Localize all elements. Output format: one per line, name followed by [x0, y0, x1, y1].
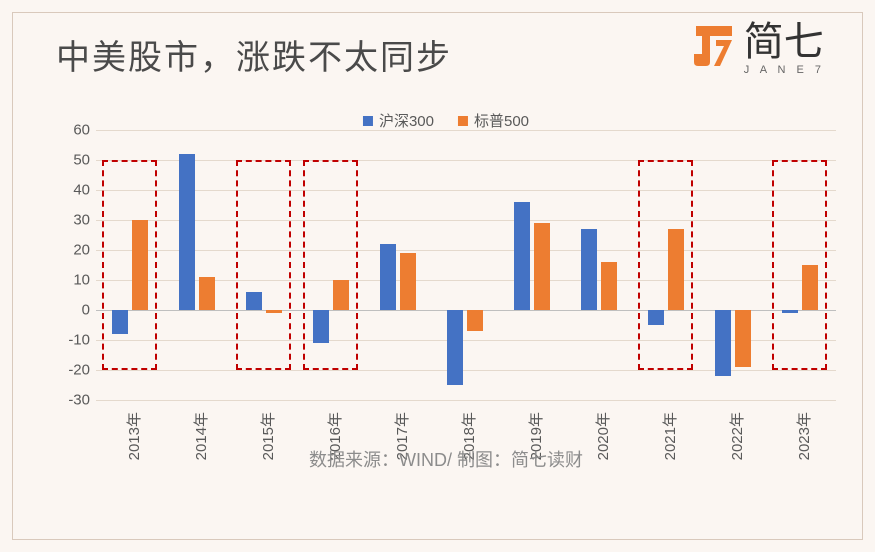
- source-text: 数据来源：WIND/ 制图：简七读财: [309, 446, 583, 472]
- bar: [581, 229, 597, 310]
- bar: [132, 220, 148, 310]
- legend-item: 沪深300: [363, 110, 434, 131]
- legend-swatch: [458, 116, 468, 126]
- y-axis-label: 50: [62, 152, 90, 169]
- y-axis-label: -20: [62, 362, 90, 379]
- logo-icon: [688, 22, 738, 70]
- y-axis-label: 60: [62, 122, 90, 139]
- plot-area: -30-20-1001020304050602013年2014年2015年201…: [96, 130, 836, 400]
- gridline: [96, 400, 836, 401]
- x-axis-label: 2023年: [793, 412, 814, 460]
- gridline: [96, 250, 836, 251]
- bar: [715, 310, 731, 376]
- legend-label: 沪深300: [379, 110, 434, 131]
- bar: [514, 202, 530, 310]
- legend-label: 标普500: [474, 110, 529, 131]
- bar: [601, 262, 617, 310]
- bar: [380, 244, 396, 310]
- chart-title: 中美股市，涨跌不太同步: [56, 30, 452, 79]
- x-axis-label: 2014年: [190, 412, 211, 460]
- bar: [802, 265, 818, 310]
- highlight-box: [638, 160, 693, 370]
- x-axis-label: 2015年: [257, 412, 278, 460]
- y-axis-label: -10: [62, 332, 90, 349]
- bar: [266, 310, 282, 313]
- x-axis-label: 2022年: [726, 412, 747, 460]
- gridline: [96, 190, 836, 191]
- bar: [313, 310, 329, 343]
- bar: [648, 310, 664, 325]
- bar: [735, 310, 751, 367]
- legend-swatch: [363, 116, 373, 126]
- bar-chart: 沪深300 标普500 -30-20-1001020304050602013年2…: [56, 110, 836, 480]
- bar: [467, 310, 483, 331]
- bar: [400, 253, 416, 310]
- gridline: [96, 130, 836, 131]
- highlight-box: [303, 160, 358, 370]
- x-axis-label: 2021年: [659, 412, 680, 460]
- y-axis-label: 0: [62, 302, 90, 319]
- highlight-box: [102, 160, 157, 370]
- logo-text-en: J A N E 7: [744, 64, 825, 76]
- x-axis-label: 2013年: [123, 412, 144, 460]
- bar: [782, 310, 798, 313]
- gridline: [96, 220, 836, 221]
- bar: [179, 154, 195, 310]
- gridline: [96, 160, 836, 161]
- bar: [668, 229, 684, 310]
- bar: [246, 292, 262, 310]
- highlight-box: [772, 160, 827, 370]
- brand-logo: 简七 J A N E 7: [688, 22, 825, 76]
- bar: [333, 280, 349, 310]
- y-axis-label: -30: [62, 392, 90, 409]
- bar: [199, 277, 215, 310]
- bar: [534, 223, 550, 310]
- legend: 沪深300 标普500: [363, 110, 529, 131]
- y-axis-label: 10: [62, 272, 90, 289]
- highlight-box: [236, 160, 291, 370]
- legend-item: 标普500: [458, 110, 529, 131]
- y-axis-label: 20: [62, 242, 90, 259]
- y-axis-label: 30: [62, 212, 90, 229]
- bar: [112, 310, 128, 334]
- x-axis-label: 2020年: [592, 412, 613, 460]
- logo-text-cn: 简七: [744, 22, 824, 62]
- bar: [447, 310, 463, 385]
- y-axis-label: 40: [62, 182, 90, 199]
